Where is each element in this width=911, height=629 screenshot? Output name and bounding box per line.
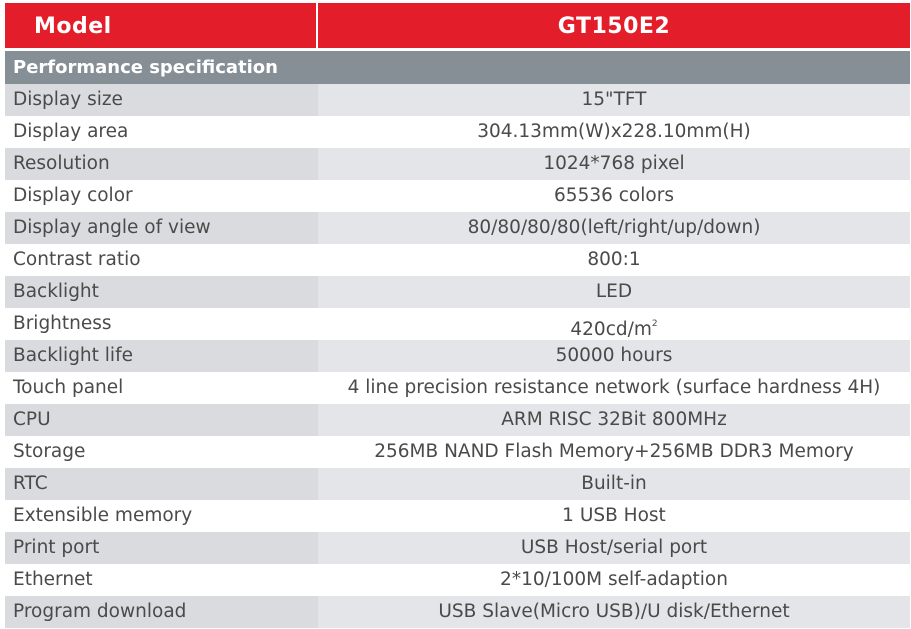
spec-value: 4 line precision resistance network (sur…	[318, 372, 910, 404]
spec-label: RTC	[5, 468, 318, 500]
spec-value: ARM RISC 32Bit 800MHz	[318, 404, 910, 436]
spec-value: 50000 hours	[318, 340, 910, 372]
spec-table: Model GT150E2 Performance specification …	[5, 3, 910, 628]
table-row: Display size 15"TFT	[5, 84, 910, 116]
model-label: Model	[5, 3, 318, 48]
table-row: RTC Built-in	[5, 468, 910, 500]
spec-label: Ethernet	[5, 564, 318, 596]
table-row: Brightness 420cd/m2	[5, 308, 910, 340]
spec-label: Brightness	[5, 308, 318, 340]
spec-value-text: 420cd/m	[570, 319, 652, 340]
spec-label: Display color	[5, 180, 318, 212]
spec-value: 15"TFT	[318, 84, 910, 116]
spec-label: Display area	[5, 116, 318, 148]
spec-value: 65536 colors	[318, 180, 910, 212]
spec-label: Backlight life	[5, 340, 318, 372]
spec-label: Contrast ratio	[5, 244, 318, 276]
spec-value: 1024*768 pixel	[318, 148, 910, 180]
spec-value: 2*10/100M self-adaption	[318, 564, 910, 596]
model-value: GT150E2	[557, 14, 671, 39]
section-title: Performance specification	[5, 51, 910, 84]
table-row: Touch panel 4 line precision resistance …	[5, 372, 910, 404]
table-header: Model GT150E2	[5, 3, 910, 51]
spec-label: Print port	[5, 532, 318, 564]
spec-value: LED	[318, 276, 910, 308]
spec-value: USB Slave(Micro USB)/U disk/Ethernet	[318, 596, 910, 628]
table-row: Extensible memory 1 USB Host	[5, 500, 910, 532]
spec-label: Backlight	[5, 276, 318, 308]
spec-label: Display angle of view	[5, 212, 318, 244]
spec-value: Built-in	[318, 468, 910, 500]
spec-label: Storage	[5, 436, 318, 468]
spec-value: 304.13mm(W)x228.10mm(H)	[318, 116, 910, 148]
table-row: Storage 256MB NAND Flash Memory+256MB DD…	[5, 436, 910, 468]
spec-value: USB Host/serial port	[318, 532, 910, 564]
table-row: Print port USB Host/serial port	[5, 532, 910, 564]
superscript: 2	[651, 319, 658, 329]
spec-label: Resolution	[5, 148, 318, 180]
table-row: Program download USB Slave(Micro USB)/U …	[5, 596, 910, 628]
table-row: Display area 304.13mm(W)x228.10mm(H)	[5, 116, 910, 148]
table-row: CPU ARM RISC 32Bit 800MHz	[5, 404, 910, 436]
spec-value: 1 USB Host	[318, 500, 910, 532]
table-row: Resolution 1024*768 pixel	[5, 148, 910, 180]
table-row: Backlight life 50000 hours	[5, 340, 910, 372]
spec-value: 800:1	[318, 244, 910, 276]
spec-label: Display size	[5, 84, 318, 116]
table-row: Display color 65536 colors	[5, 180, 910, 212]
spec-label: Extensible memory	[5, 500, 318, 532]
spec-value: 420cd/m2	[318, 308, 910, 340]
table-row: Contrast ratio 800:1	[5, 244, 910, 276]
spec-label: Program download	[5, 596, 318, 628]
table-row: Backlight LED	[5, 276, 910, 308]
spec-label: CPU	[5, 404, 318, 436]
table-row: Ethernet 2*10/100M self-adaption	[5, 564, 910, 596]
table-row: Display angle of view 80/80/80/80(left/r…	[5, 212, 910, 244]
spec-label: Touch panel	[5, 372, 318, 404]
spec-value: 80/80/80/80(left/right/up/down)	[318, 212, 910, 244]
spec-value: 256MB NAND Flash Memory+256MB DDR3 Memor…	[318, 436, 910, 468]
